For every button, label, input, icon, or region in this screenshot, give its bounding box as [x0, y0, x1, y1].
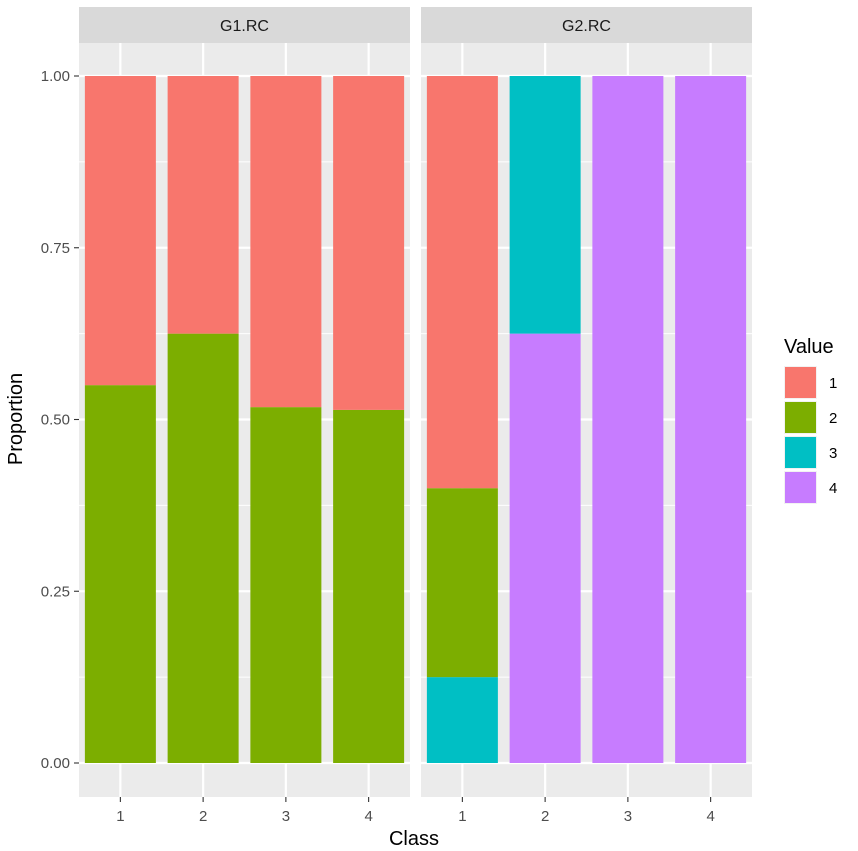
facet-panel-1: G1.RC: [79, 7, 410, 797]
bar-segment-class-2-value-4: [509, 333, 581, 763]
bar-segment-class-4-value-1: [333, 76, 405, 410]
y-tick-label: 0.00: [41, 755, 70, 772]
x-tick-label: 4: [364, 808, 372, 825]
legend-title: Value: [784, 336, 834, 358]
facet-strip: [421, 7, 752, 43]
x-tick-label: 2: [541, 808, 549, 825]
facet-panels: G1.RC G2.RC: [79, 7, 752, 797]
bar-segment-class-3-value-2: [250, 407, 322, 763]
x-tick-label: 3: [624, 808, 632, 825]
y-tick-label: 0.50: [41, 412, 70, 429]
x-tick-label: 2: [199, 808, 207, 825]
facet-panel-2: G2.RC: [421, 7, 752, 797]
bar-segment-class-2-value-1: [167, 76, 239, 334]
x-tick-label: 4: [706, 808, 714, 825]
bar-segment-class-1-value-2: [426, 488, 498, 678]
legend: Value 1 2 3 4: [784, 336, 837, 504]
x-tick-label: 1: [458, 808, 466, 825]
bar-segment-class-1-value-1: [84, 76, 156, 386]
bar-segment-class-1-value-1: [426, 76, 498, 489]
y-axis: 0.00 0.25 0.50 0.75 1.00: [41, 68, 79, 772]
y-tick-label: 0.75: [41, 240, 70, 257]
legend-swatch-4: [785, 472, 816, 503]
bar-segment-class-2-value-2: [167, 333, 239, 763]
bar-segment-class-1-value-2: [84, 385, 156, 763]
x-tick-label: 1: [116, 808, 124, 825]
bar-segment-class-4-value-4: [675, 76, 747, 763]
bar-segment-class-1-value-3: [426, 677, 498, 763]
legend-label-4: 4: [829, 480, 837, 497]
legend-label-2: 2: [829, 410, 837, 427]
legend-swatch-1: [785, 367, 816, 398]
legend-label-3: 3: [829, 445, 837, 462]
bar-segment-class-3-value-4: [592, 76, 664, 763]
facet-strip-label: G1.RC: [220, 18, 269, 35]
facet-strip: [79, 7, 410, 43]
legend-label-1: 1: [829, 375, 837, 392]
x-tick-label: 3: [282, 808, 290, 825]
legend-swatch-3: [785, 437, 816, 468]
x-axis: 1 2 3 4 1 2 3 4: [116, 797, 715, 825]
y-tick-label: 1.00: [41, 68, 70, 85]
legend-swatch-2: [785, 402, 816, 433]
y-axis-title: Proportion: [5, 373, 27, 465]
bar-segment-class-4-value-2: [333, 409, 405, 763]
bar-segment-class-2-value-3: [509, 76, 581, 334]
x-axis-title: Class: [389, 828, 439, 850]
bar-segment-class-3-value-1: [250, 76, 322, 408]
y-tick-label: 0.25: [41, 583, 70, 600]
facet-strip-label: G2.RC: [562, 18, 611, 35]
